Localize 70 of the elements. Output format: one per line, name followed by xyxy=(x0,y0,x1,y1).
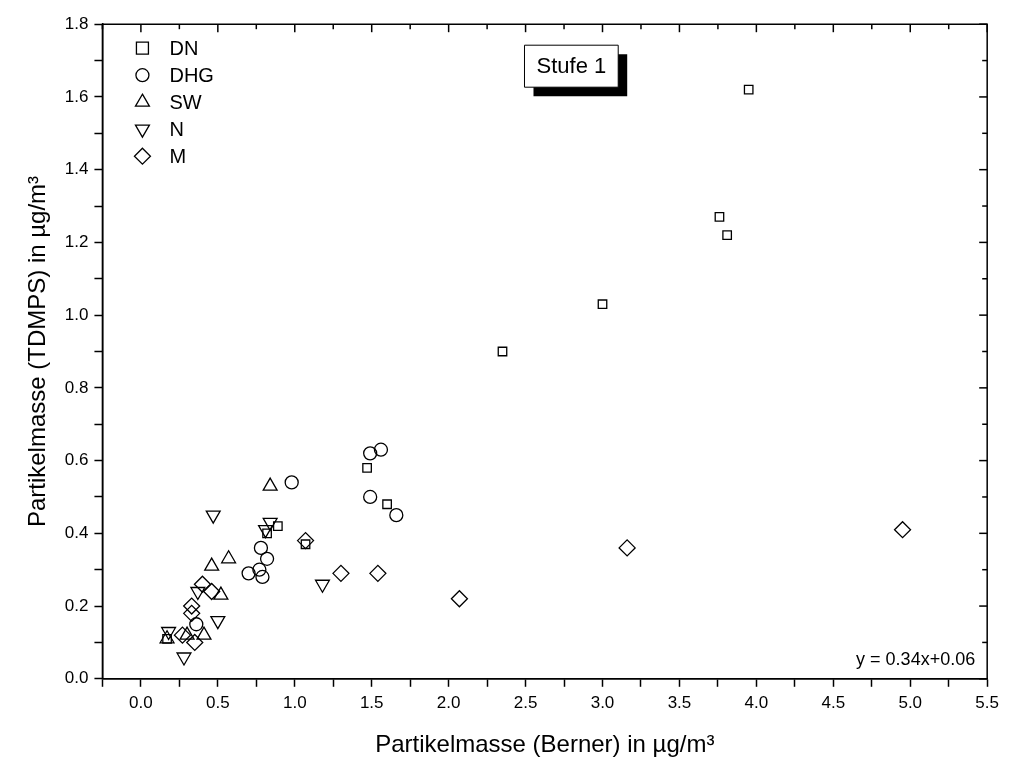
point xyxy=(363,446,378,461)
point xyxy=(314,579,331,593)
y-tick-label: 0.2 xyxy=(64,595,89,615)
legend-label: M xyxy=(169,144,187,167)
point xyxy=(210,615,226,630)
point xyxy=(262,517,278,532)
point xyxy=(189,617,204,632)
y-tick-label: 0.8 xyxy=(64,377,89,397)
point xyxy=(161,626,177,641)
point xyxy=(183,604,201,622)
point xyxy=(257,525,274,539)
point xyxy=(190,586,206,601)
point xyxy=(253,540,269,556)
x-tick-label: 3.5 xyxy=(667,692,692,712)
x-tick-label: 4.5 xyxy=(821,692,846,712)
point xyxy=(203,582,221,601)
y-tick-label: 0.0 xyxy=(64,668,89,688)
point xyxy=(497,346,508,357)
x-tick-label: 1.5 xyxy=(359,692,384,712)
legend-label: DN xyxy=(169,36,199,59)
point xyxy=(618,539,636,557)
point xyxy=(241,566,256,581)
point xyxy=(363,489,378,505)
y-tick-label: 1.4 xyxy=(64,159,89,179)
annotation: y = 0.34x+0.06 xyxy=(856,648,976,669)
y-tick-label: 1.8 xyxy=(64,13,89,33)
point xyxy=(389,508,404,523)
y-tick-label: 1.2 xyxy=(64,232,89,252)
point xyxy=(597,299,608,310)
annotation: Stufe 1 xyxy=(536,53,607,79)
x-tick-label: 4.0 xyxy=(744,692,769,712)
y-tick-label: 0.6 xyxy=(64,450,89,470)
x-tick-label: 2.0 xyxy=(436,692,461,712)
point xyxy=(450,590,469,608)
point xyxy=(284,475,299,490)
x-tick-label: 5.5 xyxy=(975,692,999,712)
point xyxy=(369,564,387,582)
point xyxy=(193,575,212,593)
point xyxy=(205,510,221,524)
point xyxy=(722,230,733,241)
point xyxy=(382,499,392,510)
point xyxy=(183,597,201,615)
point xyxy=(743,84,754,95)
x-tick-label: 2.5 xyxy=(513,692,538,712)
point xyxy=(176,652,192,666)
x-tick-label: 0.5 xyxy=(206,692,230,712)
x-tick-label: 5.0 xyxy=(898,692,923,712)
legend-label: SW xyxy=(169,90,202,113)
point xyxy=(252,562,267,577)
point xyxy=(893,521,912,539)
legend-label: N xyxy=(169,117,184,140)
point xyxy=(255,569,270,585)
point xyxy=(259,551,275,566)
point xyxy=(362,462,372,473)
point xyxy=(373,442,389,457)
y-tick-label: 0.4 xyxy=(64,523,89,543)
point xyxy=(186,633,204,652)
y-tick-label: 1.6 xyxy=(64,86,89,106)
point xyxy=(296,531,315,550)
y-tick-label: 1.0 xyxy=(64,304,89,324)
point xyxy=(272,521,283,531)
y-axis-title: Partikelmasse (TDMPS) in µg/m³ xyxy=(23,175,51,528)
x-axis-title: Partikelmasse (Berner) in µg/m³ xyxy=(375,730,715,758)
point xyxy=(173,626,192,644)
point xyxy=(332,564,350,582)
x-tick-label: 3.0 xyxy=(590,692,615,712)
x-tick-label: 0.0 xyxy=(129,692,153,712)
x-tick-label: 1.0 xyxy=(282,692,307,712)
legend-label: DHG xyxy=(169,63,214,86)
point xyxy=(714,212,725,222)
